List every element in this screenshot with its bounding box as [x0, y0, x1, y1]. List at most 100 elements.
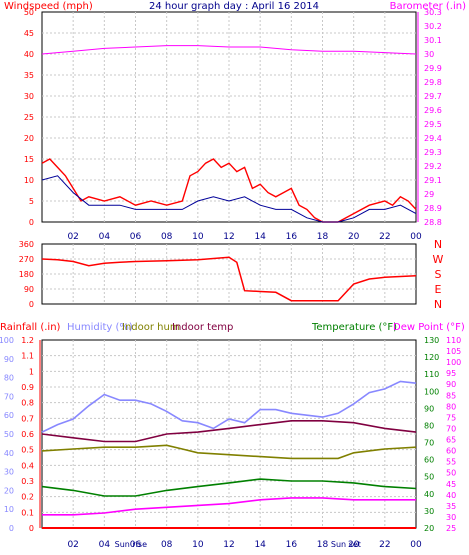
wind-x-tick: 22	[379, 232, 390, 242]
direction-y-tick: 0	[29, 300, 34, 309]
direction-label: E	[435, 283, 442, 296]
humidity-y-tick: 80	[4, 374, 14, 383]
dewpoint-y-tick: 60	[446, 447, 456, 456]
wind-x-tick: 02	[67, 232, 78, 242]
wind-series-line	[41, 45, 417, 55]
climate-x-tick: 00	[410, 540, 422, 550]
temperature-y-tick: 20	[424, 524, 434, 533]
climate-series-line	[41, 419, 417, 443]
temperature-y-tick: 90	[424, 404, 434, 413]
barometer-y-tick: 30.1	[424, 36, 442, 45]
humidity-y-tick: 70	[4, 392, 14, 401]
humidity-y-tick: 0	[9, 524, 14, 533]
dewpoint-y-tick: 105	[446, 347, 461, 356]
humidity-y-tick: 60	[4, 411, 14, 420]
climate-series-line	[41, 444, 417, 460]
climate-x-tick: 08	[161, 540, 173, 550]
temperature-y-tick: 60	[424, 456, 434, 465]
rain-y-tick: 0.8	[21, 399, 34, 408]
rain-y-tick: 0.9	[21, 383, 34, 392]
wind-y-tick: 0	[29, 218, 34, 227]
dewpoint-y-tick: 55	[446, 458, 456, 467]
wind-x-tick: 00	[410, 232, 422, 242]
barometer-y-tick: 29.7	[424, 92, 442, 101]
direction-label: N	[434, 238, 442, 251]
rain-y-tick: 1	[29, 367, 34, 376]
climate-series-line	[41, 478, 417, 497]
dewpoint-y-tick: 40	[446, 491, 456, 500]
temperature-y-tick: 130	[424, 336, 439, 345]
barometer-axis-label: Barometer (.in)	[390, 1, 466, 12]
climate-x-tick: 10	[192, 540, 204, 550]
dewpoint-y-tick: 85	[446, 391, 456, 400]
wind-y-tick: 20	[24, 134, 34, 143]
wind-y-tick: 35	[24, 71, 34, 80]
barometer-y-tick: 30.3	[424, 8, 442, 17]
dewpoint-y-tick: 95	[446, 369, 456, 378]
temperature-y-tick: 50	[424, 473, 434, 482]
climate-header-label: Temperature (°F)	[311, 322, 397, 333]
rain-y-tick: 0.6	[21, 430, 34, 439]
dewpoint-y-tick: 110	[446, 336, 461, 345]
rain-y-tick: 0.4	[21, 461, 34, 470]
dewpoint-y-tick: 25	[446, 524, 456, 533]
wind-series-line	[41, 158, 417, 223]
climate-series-line	[41, 380, 417, 433]
direction-y-tick: 90	[24, 285, 34, 294]
direction-label: N	[434, 298, 442, 311]
direction-y-tick: 270	[19, 255, 34, 264]
barometer-y-tick: 28.9	[424, 204, 442, 213]
humidity-y-tick: 20	[4, 486, 14, 495]
temperature-y-tick: 80	[424, 421, 434, 430]
barometer-y-tick: 29.9	[424, 64, 442, 73]
wind-x-tick: 18	[317, 232, 329, 242]
climate-header-label: Dew Point (°F)	[393, 322, 465, 333]
barometer-y-tick: 29.5	[424, 120, 442, 129]
dewpoint-y-tick: 70	[446, 424, 456, 433]
wind-y-tick: 40	[24, 50, 34, 59]
wind-y-tick: 5	[29, 197, 34, 206]
wind-x-tick: 12	[223, 232, 234, 242]
climate-header-label: Indoor hum	[122, 322, 180, 333]
dewpoint-y-tick: 45	[446, 480, 456, 489]
dewpoint-y-tick: 35	[446, 502, 456, 511]
barometer-y-tick: 29.2	[424, 162, 442, 171]
dewpoint-y-tick: 65	[446, 436, 456, 445]
wind-y-tick: 30	[24, 92, 34, 101]
humidity-y-tick: 90	[4, 355, 14, 364]
wind-x-tick: 06	[130, 232, 142, 242]
rain-y-tick: 0.2	[21, 493, 34, 502]
chart-title: 24 hour graph day : April 16 2014	[149, 1, 319, 12]
rain-y-tick: 0	[29, 524, 34, 533]
barometer-y-tick: 28.8	[424, 218, 442, 227]
climate-x-tick: 18	[317, 540, 329, 550]
sunset-label: Sun set	[331, 540, 361, 549]
rain-y-tick: 1.2	[21, 336, 34, 345]
humidity-y-tick: 10	[4, 505, 14, 514]
temperature-y-tick: 70	[424, 439, 434, 448]
wind-y-tick: 15	[24, 155, 34, 164]
dewpoint-y-tick: 50	[446, 469, 456, 478]
wind-x-tick: 14	[254, 232, 266, 242]
dewpoint-y-tick: 75	[446, 413, 456, 422]
dewpoint-y-tick: 30	[446, 513, 456, 522]
climate-x-tick: 22	[379, 540, 390, 550]
wind-x-tick: 04	[99, 232, 111, 242]
humidity-y-tick: 50	[4, 430, 14, 439]
humidity-y-tick: 30	[4, 468, 14, 477]
wind-x-tick: 10	[192, 232, 204, 242]
direction-label: W	[433, 253, 444, 266]
wind-y-tick: 45	[24, 29, 34, 38]
temperature-y-tick: 40	[424, 490, 434, 499]
dewpoint-y-tick: 80	[446, 402, 456, 411]
climate-x-tick: 12	[223, 540, 234, 550]
temperature-y-tick: 30	[424, 507, 434, 516]
climate-x-tick: 16	[286, 540, 298, 550]
dewpoint-y-tick: 100	[446, 358, 461, 367]
wind-y-tick: 10	[24, 176, 34, 185]
wind-x-tick: 20	[348, 232, 360, 242]
barometer-y-tick: 29.4	[424, 134, 442, 143]
barometer-y-tick: 29.1	[424, 176, 442, 185]
